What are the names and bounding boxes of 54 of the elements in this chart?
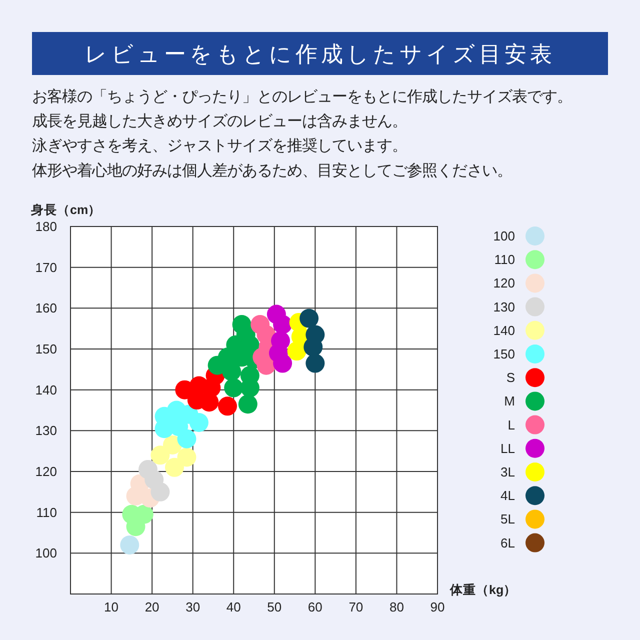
y-tick-label: 170 xyxy=(35,260,57,275)
x-tick-label: 40 xyxy=(226,600,241,614)
y-tick-label: 150 xyxy=(35,342,57,356)
point xyxy=(177,448,196,467)
x-tick-label: 10 xyxy=(104,600,119,614)
point xyxy=(306,354,325,373)
legend-label: 130 xyxy=(493,299,515,314)
point xyxy=(164,458,184,477)
x-tick-label: 60 xyxy=(308,600,322,614)
point xyxy=(273,354,292,373)
x-tick-label: 70 xyxy=(348,600,364,614)
y-tick-label: 140 xyxy=(35,382,57,398)
point xyxy=(287,342,306,361)
chart-title: レビューをもとに作成したサイズ目安表 xyxy=(84,42,556,66)
legend-label: 120 xyxy=(493,276,515,291)
point xyxy=(300,308,319,328)
x-tick-label: 30 xyxy=(186,600,200,614)
y-tick-label: 110 xyxy=(36,504,57,520)
point xyxy=(224,378,244,398)
x-tick-label: 20 xyxy=(144,600,160,614)
x-axis-title: 体重（kg） xyxy=(449,582,517,597)
y-tick-label: 180 xyxy=(35,219,57,234)
point xyxy=(120,536,140,554)
point xyxy=(238,394,258,414)
legend-label: L xyxy=(508,417,515,432)
text: 体形や着心地の好みは個人差があるため、目安としてご参照ください。 xyxy=(32,162,512,180)
legend-label: 5L xyxy=(500,512,515,527)
legend-label: 3L xyxy=(500,464,515,480)
legend-label: 100 xyxy=(493,228,515,244)
point xyxy=(189,413,208,432)
y-tick-label: 130 xyxy=(35,423,57,438)
legend-label: 140 xyxy=(493,322,515,338)
point xyxy=(218,396,237,416)
legend-label: 4L xyxy=(500,488,515,504)
x-tick-label: 90 xyxy=(430,600,445,614)
legend-label: 6L xyxy=(500,535,515,550)
title: レビューをもとに作成したサイズ目安表 xyxy=(32,32,608,75)
legend-label: M xyxy=(504,394,515,409)
point xyxy=(150,482,170,502)
legend-label: 110 xyxy=(494,252,515,268)
x-tick-label: 80 xyxy=(389,600,404,614)
y-tick-label: 160 xyxy=(35,300,57,316)
legend-label: 150 xyxy=(493,346,515,362)
x-tick-label: 50 xyxy=(267,600,282,614)
text: 成長を見越した大きめサイズのレビューは含みません。 xyxy=(32,113,407,130)
text: お客様の「ちょうど・ぴったり」とのレビューをもとに作成したサイズ表です。 xyxy=(32,88,572,106)
legend-label: LL xyxy=(500,440,515,456)
text: 泳ぎやすさを考え、ジャストサイズを推奨しています。 xyxy=(32,138,407,155)
legend-label: S xyxy=(506,370,516,386)
y-tick-label: 100 xyxy=(35,546,57,561)
y-tick-label: 120 xyxy=(35,464,57,479)
y-axis-title: 身長（cm） xyxy=(30,203,102,217)
point xyxy=(222,362,242,381)
point xyxy=(150,446,170,465)
